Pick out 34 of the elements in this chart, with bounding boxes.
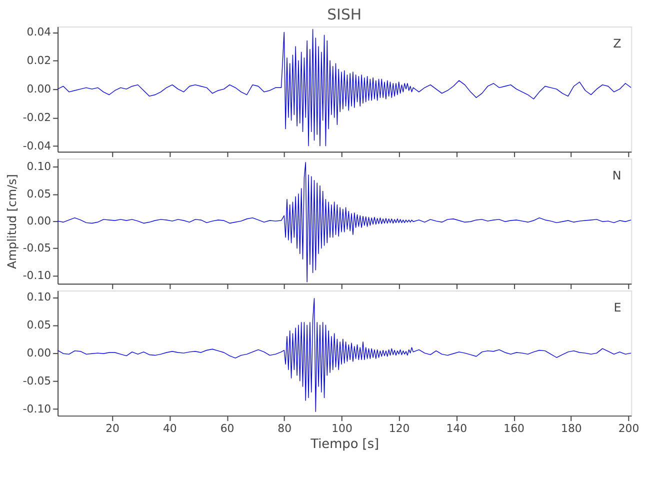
- y-tick-label: 0.10: [26, 160, 52, 174]
- x-tick-label: 120: [388, 422, 410, 435]
- line-series: [58, 29, 632, 146]
- y-tick-label: -0.10: [22, 268, 52, 282]
- y-tick-label: 0.02: [26, 54, 52, 68]
- y-tick-label: 0.10: [26, 290, 52, 304]
- x-tick-label: 20: [106, 422, 120, 435]
- y-tick-label: -0.05: [22, 374, 52, 388]
- y-tick-label: -0.05: [22, 242, 52, 255]
- x-tick-label: 200: [618, 422, 640, 435]
- y-tick-label: -0.02: [22, 110, 52, 124]
- y-tick-label: -0.10: [22, 402, 52, 416]
- y-tick-label: 0.05: [26, 187, 52, 200]
- y-tick-label: 0.04: [26, 26, 52, 39]
- x-tick-label: 100: [332, 422, 352, 435]
- line-series: [58, 162, 632, 282]
- y-axis-title: Amplitud [cm/s]: [4, 174, 19, 270]
- x-tick-label: 80: [278, 422, 292, 435]
- annotation: Z: [613, 36, 622, 50]
- chart-title: SISH: [327, 5, 362, 24]
- x-tick-label: 40: [162, 422, 177, 435]
- x-axis-title: Tiempo [s]: [310, 436, 380, 452]
- y-tick-label: -0.04: [22, 139, 52, 152]
- x-tick-label: 160: [504, 422, 525, 435]
- annotation: E: [614, 300, 622, 314]
- y-tick-label: 0.00: [26, 82, 52, 96]
- y-tick-label: 0.05: [26, 318, 52, 332]
- line-series: [58, 298, 632, 412]
- x-tick-label: 140: [446, 422, 468, 435]
- y-tick-label: 0.00: [26, 346, 52, 360]
- x-tick-label: 180: [561, 422, 582, 435]
- y-tick-label: 0.00: [26, 214, 52, 228]
- x-tick-label: 60: [220, 422, 234, 435]
- annotation: N: [612, 168, 622, 182]
